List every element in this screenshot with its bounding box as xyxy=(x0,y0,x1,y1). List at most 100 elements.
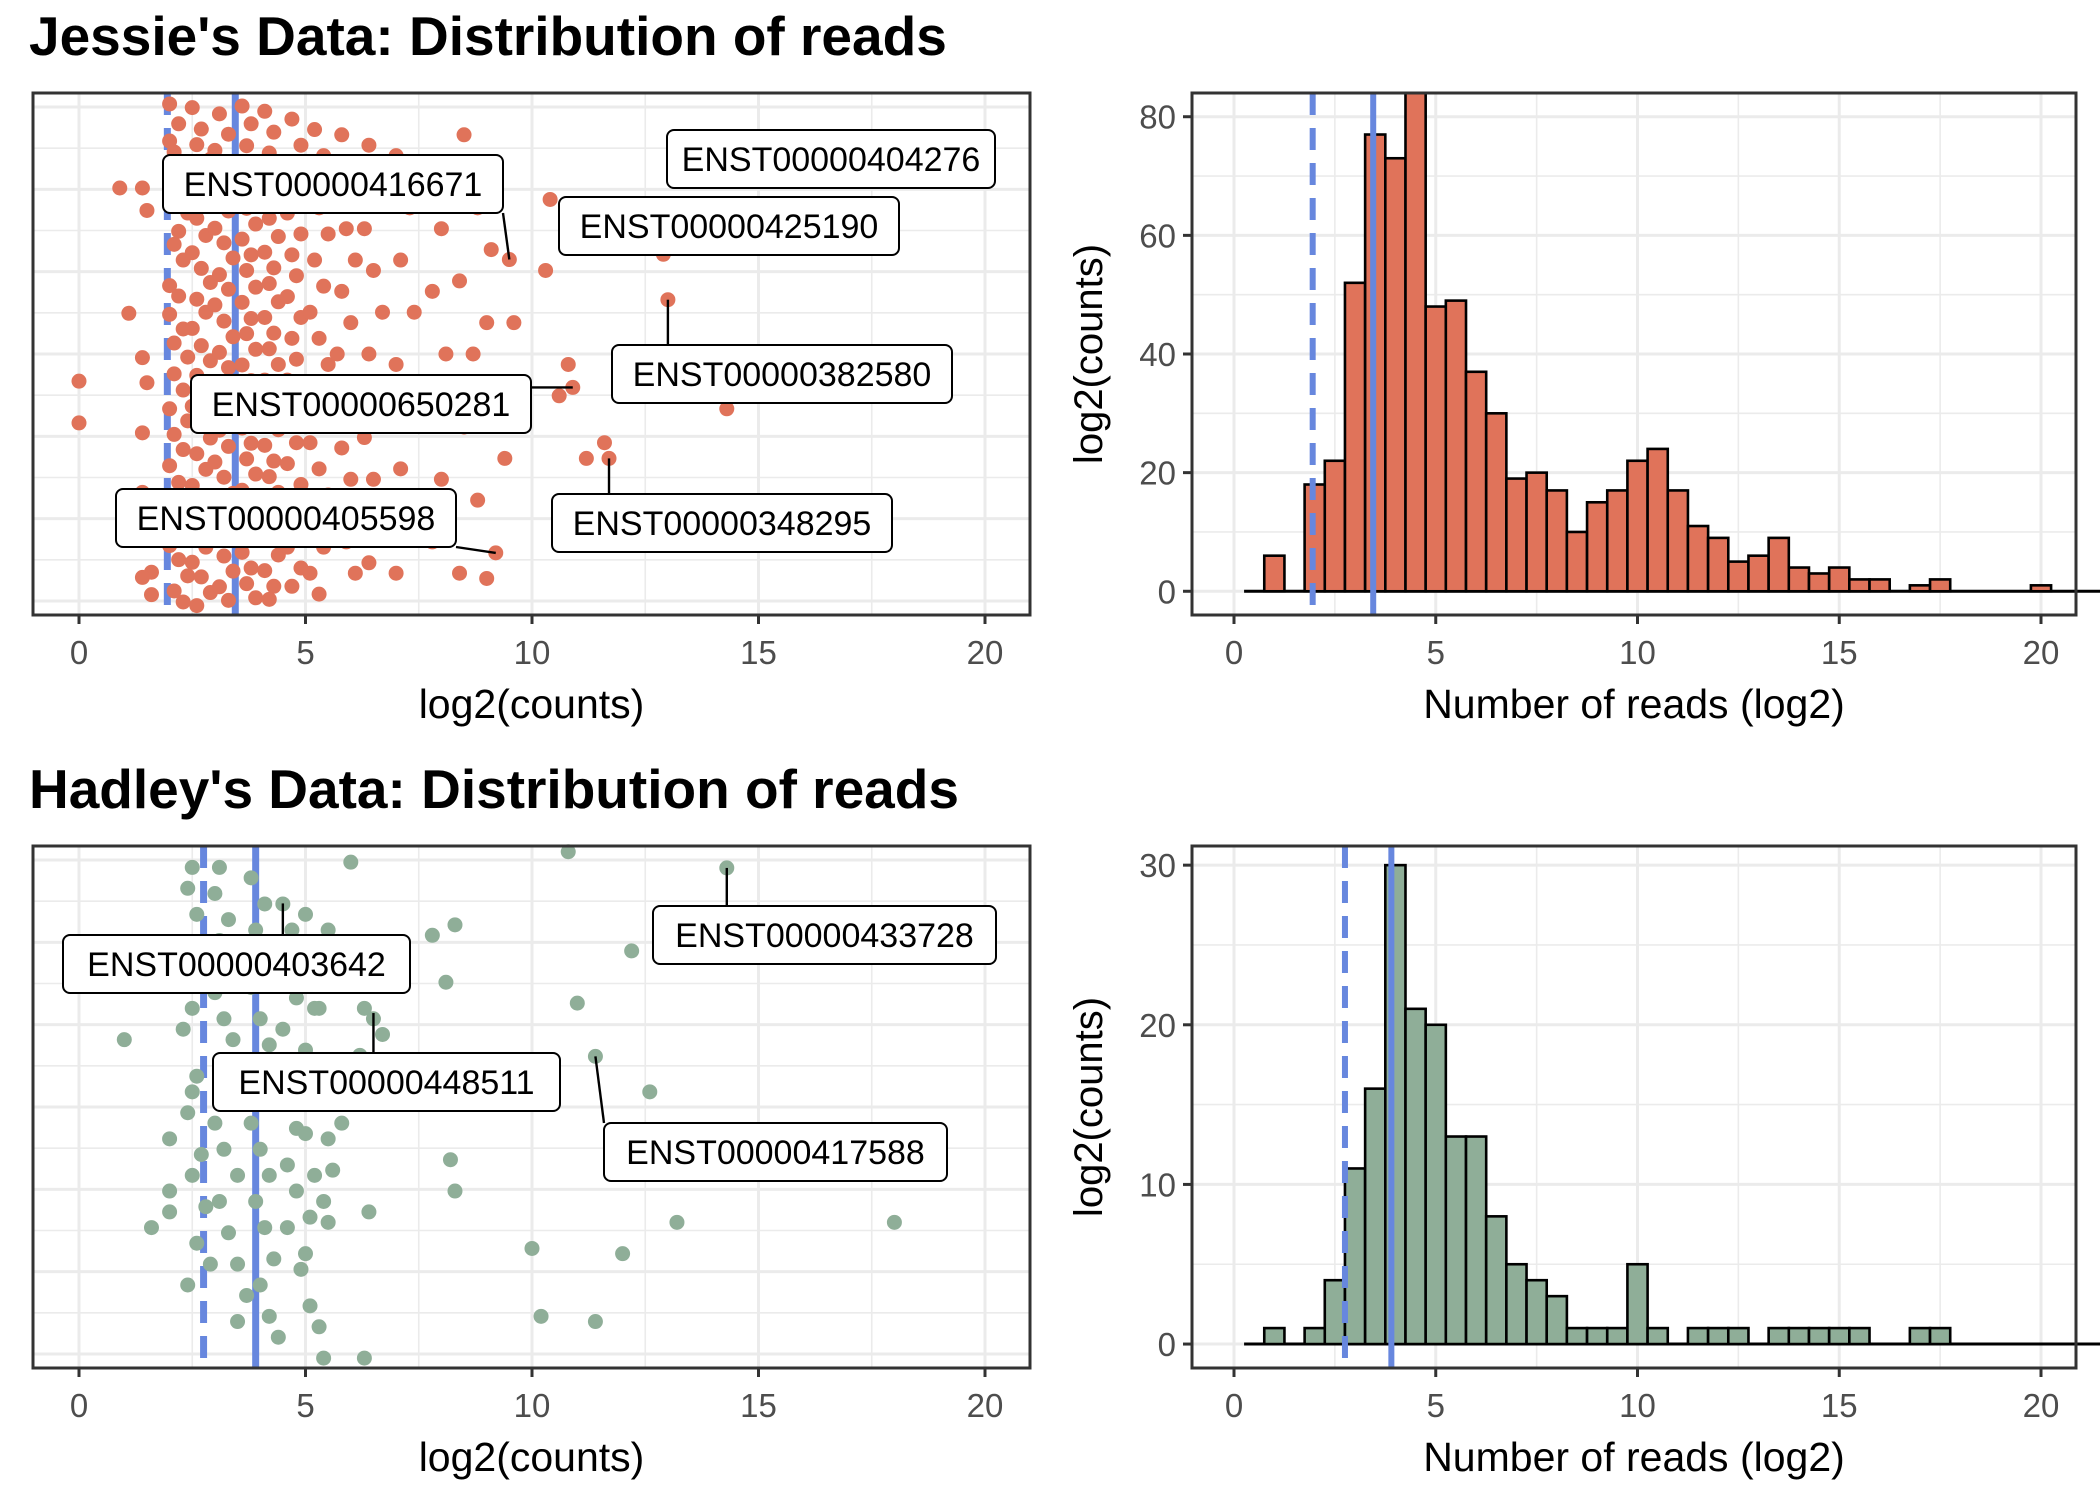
data-point xyxy=(184,859,200,875)
x-tick-label: 15 xyxy=(1821,634,1858,671)
transcript-label: ENST00000433728 xyxy=(675,917,974,955)
histogram-bar xyxy=(1807,572,1831,593)
panel-hadley_hist: 0 10 20 30 log2(counts) 0 5 10 15 20 Number of rea… xyxy=(1067,844,2100,1480)
histogram-bar xyxy=(1827,566,1851,593)
histogram-bar xyxy=(1424,305,1448,593)
data-point xyxy=(189,1068,205,1084)
histogram-bar xyxy=(1525,1278,1549,1346)
x-tick-label: 0 xyxy=(1225,1387,1243,1424)
data-point xyxy=(438,346,454,362)
data-point xyxy=(225,563,241,579)
data-point xyxy=(243,1115,259,1131)
histogram-bar xyxy=(1343,1167,1367,1346)
data-point xyxy=(275,1021,291,1037)
histogram-bar xyxy=(1908,1326,1932,1346)
data-point xyxy=(388,565,404,581)
data-point xyxy=(243,116,259,132)
data-point xyxy=(193,1147,209,1163)
x-tick-label: 0 xyxy=(70,634,88,671)
data-point xyxy=(189,210,205,226)
label-leader-line xyxy=(455,545,496,555)
data-point xyxy=(361,346,377,362)
data-point xyxy=(642,1084,658,1100)
histogram-bar xyxy=(1505,1262,1528,1346)
data-point xyxy=(202,1256,218,1272)
panel-jessie_hist: 0 20 40 60 80 log2(counts) 0 5 10 15 20 Number of r… xyxy=(1067,91,2100,727)
data-point xyxy=(298,906,313,922)
histogram-bar xyxy=(1767,536,1791,593)
data-point xyxy=(189,137,205,153)
panel-border xyxy=(1190,844,2078,1370)
data-point xyxy=(171,552,187,568)
data-point xyxy=(596,435,612,451)
histogram-bar xyxy=(1605,1326,1629,1346)
data-point xyxy=(257,244,273,260)
data-point xyxy=(302,1298,318,1314)
data-point xyxy=(447,917,463,933)
x-axis-title: Number of reads (log2) xyxy=(1423,681,1845,727)
data-point xyxy=(316,1350,332,1366)
data-point xyxy=(288,1183,304,1199)
data-point xyxy=(162,1183,178,1199)
data-point xyxy=(433,221,449,237)
x-tick-label: 5 xyxy=(296,634,314,671)
histogram-bar xyxy=(1686,1326,1710,1346)
data-point xyxy=(166,236,182,252)
data-point xyxy=(470,492,486,508)
data-point xyxy=(252,1277,268,1293)
data-point xyxy=(365,262,381,278)
data-point xyxy=(334,440,350,456)
data-point xyxy=(307,1167,323,1183)
data-point xyxy=(343,471,359,487)
data-point xyxy=(139,202,155,218)
data-point xyxy=(347,565,363,581)
y-tick-label: 0 xyxy=(1158,1326,1176,1363)
histogram-bar xyxy=(1807,1326,1831,1346)
data-point xyxy=(302,1209,318,1225)
data-point xyxy=(465,346,481,362)
data-point xyxy=(180,880,196,896)
data-point xyxy=(293,226,309,242)
data-point xyxy=(184,245,200,261)
data-point xyxy=(211,1193,227,1209)
data-point xyxy=(261,591,277,607)
data-point xyxy=(239,576,255,592)
data-point xyxy=(257,437,273,453)
y-tick-label: 80 xyxy=(1139,99,1176,136)
histogram-bar xyxy=(1686,524,1710,593)
data-point xyxy=(193,338,209,354)
label-box xyxy=(666,129,996,189)
data-point xyxy=(302,435,318,451)
data-point xyxy=(180,1277,196,1293)
data-point xyxy=(211,267,227,283)
data-point xyxy=(166,335,182,351)
data-point xyxy=(121,305,137,321)
x-tick-label: 20 xyxy=(967,1387,1004,1424)
y-tick-label: 60 xyxy=(1139,217,1176,254)
histogram-bar xyxy=(1464,1135,1488,1346)
data-point xyxy=(456,127,472,143)
histogram-bar xyxy=(1384,863,1407,1346)
data-point xyxy=(266,453,282,469)
data-point xyxy=(311,1319,327,1335)
histogram-bar xyxy=(1404,91,1427,593)
data-point xyxy=(216,548,232,564)
data-point xyxy=(266,1251,282,1267)
data-point xyxy=(334,283,350,299)
data-point xyxy=(320,1131,336,1147)
data-point xyxy=(284,111,300,127)
data-point xyxy=(220,912,236,928)
x-axis-title: Number of reads (log2) xyxy=(1423,1434,1845,1480)
data-point xyxy=(261,341,277,357)
data-point xyxy=(225,329,241,345)
data-point xyxy=(184,1167,200,1183)
histogram-bar xyxy=(1747,554,1770,593)
histogram-bar xyxy=(1484,412,1508,593)
transcript-label: ENST00000448511 xyxy=(238,1064,534,1102)
data-point xyxy=(189,906,205,922)
data-point xyxy=(270,356,286,372)
x-axis-title: log2(counts) xyxy=(419,1434,645,1480)
data-point xyxy=(886,1214,902,1230)
data-point xyxy=(569,995,585,1011)
